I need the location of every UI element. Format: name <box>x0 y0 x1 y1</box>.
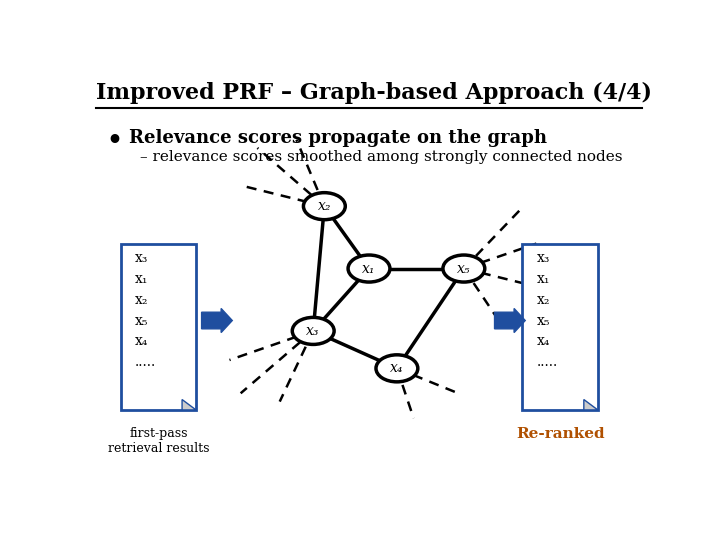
Text: x₅: x₅ <box>457 261 471 275</box>
Ellipse shape <box>292 318 334 345</box>
Text: x₅: x₅ <box>135 314 148 328</box>
Ellipse shape <box>348 255 390 282</box>
Text: x₃: x₃ <box>135 251 148 265</box>
Text: x₃: x₃ <box>536 251 550 265</box>
Polygon shape <box>584 400 598 410</box>
Text: x₂: x₂ <box>135 293 148 307</box>
Text: x₅: x₅ <box>536 314 550 328</box>
Text: x₂: x₂ <box>318 199 331 213</box>
FancyArrow shape <box>495 308 526 333</box>
Polygon shape <box>182 400 196 410</box>
FancyBboxPatch shape <box>523 244 598 410</box>
Ellipse shape <box>443 255 485 282</box>
FancyBboxPatch shape <box>121 244 196 410</box>
Text: x₄: x₄ <box>536 334 550 348</box>
Text: x₁: x₁ <box>362 261 376 275</box>
Text: .....: ..... <box>135 355 156 369</box>
Text: x₄: x₄ <box>135 334 148 348</box>
Text: x₂: x₂ <box>536 293 550 307</box>
Ellipse shape <box>303 193 346 220</box>
Text: .....: ..... <box>536 355 558 369</box>
Text: – relevance scores smoothed among strongly connected nodes: – relevance scores smoothed among strong… <box>140 150 623 164</box>
FancyArrow shape <box>202 308 233 333</box>
Text: Relevance scores propagate on the graph: Relevance scores propagate on the graph <box>129 129 547 147</box>
Text: x₁: x₁ <box>135 272 148 286</box>
Text: x₃: x₃ <box>307 324 320 338</box>
Text: •: • <box>107 129 122 153</box>
Text: Improved PRF – Graph-based Approach (4/4): Improved PRF – Graph-based Approach (4/4… <box>96 82 652 104</box>
Ellipse shape <box>376 355 418 382</box>
Text: Re-ranked: Re-ranked <box>516 427 604 441</box>
Text: x₄: x₄ <box>390 361 404 375</box>
Text: x₁: x₁ <box>536 272 550 286</box>
Text: first-pass
retrieval results: first-pass retrieval results <box>107 427 209 455</box>
